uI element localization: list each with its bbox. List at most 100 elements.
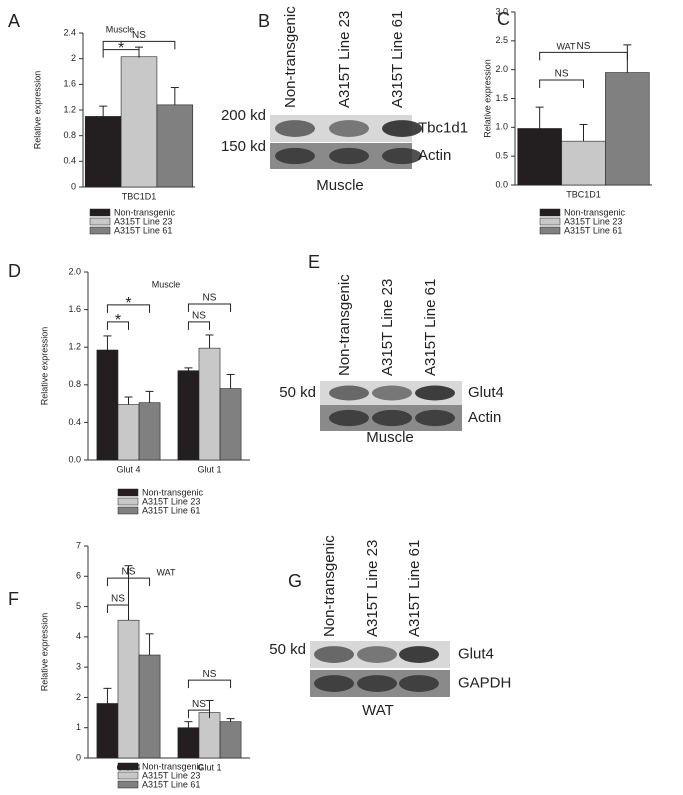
size-marker: 200 kd: [221, 107, 266, 124]
bar: [198, 347, 221, 461]
blot-band: [314, 675, 354, 692]
y-axis-label: Relative expression: [39, 613, 49, 692]
legend-swatch: [117, 780, 139, 789]
bar: [517, 128, 562, 186]
bar: [117, 404, 140, 461]
significance-bracket: [106, 604, 129, 614]
y-tick-label: 2.4: [63, 27, 76, 37]
y-tick-label: 3.0: [495, 6, 508, 16]
legend-label: Non-transgenic: [142, 761, 204, 771]
bar: [561, 140, 606, 186]
panel-letter: B: [258, 11, 270, 31]
lane-label: A315T Line 61: [406, 540, 423, 637]
band-label: Glut4: [458, 645, 494, 662]
legend-swatch: [117, 771, 139, 780]
y-tick-label: 1.2: [68, 342, 81, 352]
panel-letter: A: [8, 11, 20, 31]
lane-label: A315T Line 23: [379, 279, 396, 376]
blot-band: [399, 675, 439, 692]
significance-bracket: [106, 577, 151, 587]
lane-label: A315T Line 61: [422, 279, 439, 376]
legend-label: A315T Line 61: [142, 779, 200, 789]
significance-bracket: [106, 321, 129, 330]
blot-band: [382, 120, 422, 137]
y-tick-label: 0.4: [68, 417, 81, 427]
blot-band: [357, 675, 397, 692]
significance-bracket: [539, 79, 584, 89]
legend-label: A315T Line 23: [114, 216, 172, 226]
y-tick-label: 2.0: [68, 266, 81, 276]
blot-band: [399, 646, 439, 663]
tissue-label: Muscle: [366, 429, 414, 446]
bar: [117, 619, 140, 759]
bar: [198, 712, 221, 759]
legend-swatch: [89, 208, 111, 217]
annotation: *: [125, 295, 131, 312]
y-tick-label: 1.6: [68, 304, 81, 314]
y-tick-label: 1.5: [495, 93, 508, 103]
lane-label: Non-transgenic: [321, 535, 338, 637]
blot-band: [357, 646, 397, 663]
y-tick-label: 0.4: [63, 156, 76, 166]
tissue-label: Muscle: [316, 177, 364, 194]
panel-letter: D: [8, 261, 21, 281]
bar: [84, 116, 122, 188]
legend-label: A315T Line 61: [564, 225, 622, 235]
blot-band: [314, 646, 354, 663]
legend-swatch: [117, 762, 139, 771]
chart-title: Muscle: [152, 279, 181, 289]
y-tick-label: 0.8: [68, 379, 81, 389]
y-tick-label: 1.6: [63, 79, 76, 89]
legend-label: A315T Line 23: [142, 496, 200, 506]
significance-bracket: [187, 321, 210, 330]
bar: [605, 72, 650, 186]
blot-band: [415, 385, 455, 401]
blot-band: [329, 147, 369, 165]
chart-title: Muscle: [106, 24, 135, 34]
y-tick-label: 1.2: [63, 104, 76, 114]
lane-label: A315T Line 61: [389, 11, 406, 108]
lane-label: Non-transgenic: [282, 6, 299, 108]
annotation: NS: [203, 293, 217, 304]
significance-bracket: [187, 679, 232, 689]
x-tick-label: Glut 4: [116, 464, 140, 474]
annotation: NS: [577, 41, 591, 52]
legend-swatch: [539, 217, 561, 226]
blot-band: [372, 409, 412, 427]
annotation: *: [118, 40, 124, 57]
annotation: *: [115, 312, 121, 329]
y-tick-label: 0: [76, 752, 81, 762]
bar: [177, 727, 200, 759]
annotation: NS: [132, 30, 146, 41]
x-tick-label: Glut 1: [197, 762, 221, 772]
lane-label: A315T Line 23: [336, 11, 353, 108]
significance-bracket: [102, 49, 140, 58]
bar: [138, 402, 161, 461]
blot-band: [275, 147, 315, 165]
panel-letter: G: [288, 571, 302, 591]
band-label: Actin: [468, 409, 501, 426]
panel-letter: C: [497, 9, 510, 29]
size-marker: 50 kd: [279, 384, 316, 401]
annotation: NS: [203, 669, 217, 680]
y-tick-label: 5: [76, 601, 81, 611]
panel-letter: E: [308, 252, 320, 272]
x-tick-label: TBC1D1: [566, 189, 601, 199]
y-tick-label: 2.0: [495, 64, 508, 74]
significance-bracket: [102, 40, 176, 50]
band-label: Tbc1d1: [418, 119, 468, 136]
legend-label: Non-transgenic: [564, 207, 626, 217]
legend-label: A315T Line 61: [114, 225, 172, 235]
significance-bracket: [187, 709, 210, 719]
x-tick-label: Glut 1: [197, 464, 221, 474]
blot-band: [415, 409, 455, 427]
size-marker: 50 kd: [269, 641, 306, 658]
y-axis-label: Relative expression: [482, 59, 492, 138]
y-tick-label: 1: [76, 722, 81, 732]
y-tick-label: 0.0: [68, 454, 81, 464]
y-tick-label: 0.5: [495, 151, 508, 161]
y-tick-label: 1.0: [495, 122, 508, 132]
blot-band: [329, 409, 369, 427]
y-tick-label: 6: [76, 571, 81, 581]
band-label: Glut4: [468, 384, 504, 401]
